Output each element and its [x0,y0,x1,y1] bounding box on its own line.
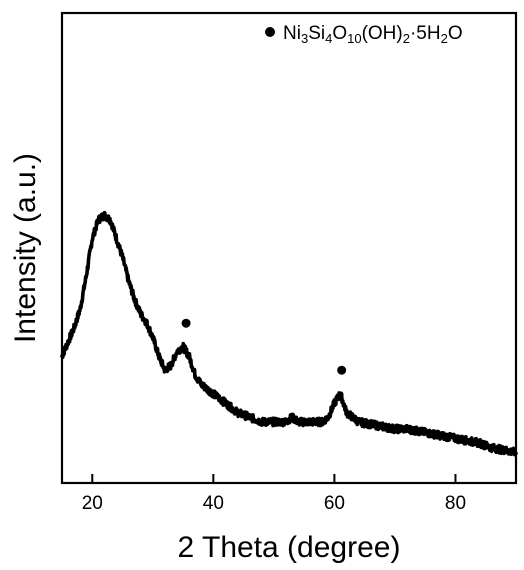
legend-text-part: Si [308,23,325,44]
legend-subscript: 3 [301,31,308,46]
peak-marker [337,366,346,375]
x-tick-label: 60 [324,493,345,514]
x-axis-tick-labels: 20 40 60 80 [82,493,466,514]
legend-marker [265,27,275,37]
y-axis-title: Intensity (a.u.) [9,153,42,343]
x-tick-label: 20 [82,493,103,514]
legend-text-part: O [448,23,463,44]
legend-text-part: O [332,23,347,44]
x-axis-ticks [92,474,455,483]
plot-frame [62,13,516,483]
peak-marker [182,319,191,328]
peak-markers [182,319,347,375]
xrd-pattern-line [62,213,516,455]
legend-text-part: ·5H [410,23,441,44]
x-tick-label: 40 [203,493,224,514]
legend-subscript: 10 [347,31,361,46]
x-tick-label: 80 [445,493,466,514]
x-axis-title: 2 Theta (degree) [178,531,401,564]
legend-text-part: (OH) [362,23,403,44]
legend-subscript: 4 [325,31,332,46]
legend: Ni3Si4O10(OH)2·5H2O [265,23,463,46]
legend-label: Ni3Si4O10(OH)2·5H2O [283,23,463,46]
legend-subscript: 2 [441,31,448,46]
legend-text-part: Ni [283,23,301,44]
legend-subscript: 2 [403,31,410,46]
